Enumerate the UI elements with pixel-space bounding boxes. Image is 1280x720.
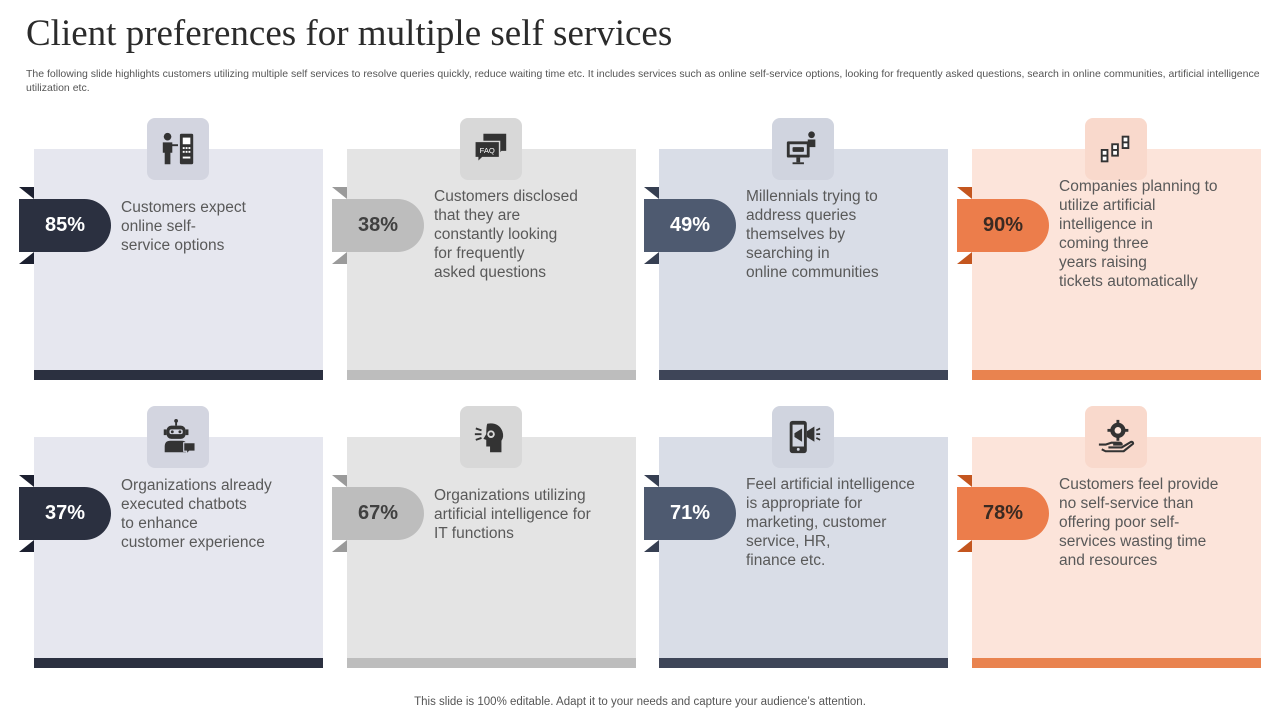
card-bottom-bar (972, 370, 1261, 380)
online-presentation-icon (784, 130, 822, 168)
card-bottom-bar (347, 370, 636, 380)
slide-subtitle: The following slide highlights customers… (26, 68, 1260, 94)
percent-badge: 37% (19, 487, 111, 540)
stat-card (659, 149, 948, 380)
pill-fold-top (644, 187, 659, 199)
stat-description: Companies planning to utilize artificial… (1059, 178, 1218, 290)
slide-title: Client preferences for multiple self ser… (26, 13, 673, 54)
stat-card (34, 437, 323, 668)
faq-chat-icon: FAQ (472, 130, 510, 168)
pill-fold-top (332, 187, 347, 199)
stat-card (659, 437, 948, 668)
percent-badge: 90% (957, 199, 1049, 252)
card-icon-tab (147, 118, 209, 180)
percent-badge: 38% (332, 199, 424, 252)
card-bottom-bar (659, 370, 948, 380)
percent-badge: 67% (332, 487, 424, 540)
percent-badge: 78% (957, 487, 1049, 540)
chatbot-icon (159, 418, 197, 456)
stat-card (972, 437, 1261, 668)
pill-fold-top (19, 187, 34, 199)
stat-description: Customers expect online self- service op… (121, 198, 246, 254)
percent-badge: 71% (644, 487, 736, 540)
pill-fold-top (19, 475, 34, 487)
card-bottom-bar (659, 658, 948, 668)
service-hand-icon (1097, 418, 1135, 456)
pill-fold-top (644, 475, 659, 487)
card-bottom-bar (34, 370, 323, 380)
card-icon-tab (460, 406, 522, 468)
card-bottom-bar (34, 658, 323, 668)
pill-fold-top (332, 475, 347, 487)
stat-description: Millennials trying to address queries th… (746, 187, 879, 281)
pill-fold-top (957, 475, 972, 487)
stat-card (347, 437, 636, 668)
pill-fold-bottom (19, 540, 34, 552)
kiosk-user-icon (159, 130, 197, 168)
mobile-marketing-icon (784, 418, 822, 456)
stat-description: Customers feel provide no self-service t… (1059, 475, 1219, 569)
stat-card (347, 149, 636, 380)
card-bottom-bar (347, 658, 636, 668)
card-icon-tab: FAQ (460, 118, 522, 180)
stat-card (972, 149, 1261, 380)
card-bottom-bar (972, 658, 1261, 668)
tickets-icon (1097, 130, 1135, 168)
pill-fold-bottom (332, 540, 347, 552)
stat-description: Feel artificial intelligence is appropri… (746, 475, 915, 569)
pill-fold-bottom (644, 540, 659, 552)
stat-description: Organizations already executed chatbots … (121, 477, 272, 551)
stat-card (34, 149, 323, 380)
pill-fold-bottom (957, 252, 972, 264)
pill-fold-bottom (644, 252, 659, 264)
faq-icon-label: FAQ (480, 146, 495, 155)
card-icon-tab (1085, 406, 1147, 468)
card-icon-tab (772, 406, 834, 468)
pill-fold-top (957, 187, 972, 199)
stat-description: Organizations utilizing artificial intel… (434, 486, 591, 542)
ai-head-icon (472, 418, 510, 456)
slide-footer: This slide is 100% editable. Adapt it to… (414, 696, 866, 708)
percent-badge: 49% (644, 199, 736, 252)
card-icon-tab (772, 118, 834, 180)
pill-fold-bottom (19, 252, 34, 264)
pill-fold-bottom (957, 540, 972, 552)
card-icon-tab (147, 406, 209, 468)
percent-badge: 85% (19, 199, 111, 252)
stat-description: Customers disclosed that they are consta… (434, 187, 578, 281)
card-icon-tab (1085, 118, 1147, 180)
pill-fold-bottom (332, 252, 347, 264)
